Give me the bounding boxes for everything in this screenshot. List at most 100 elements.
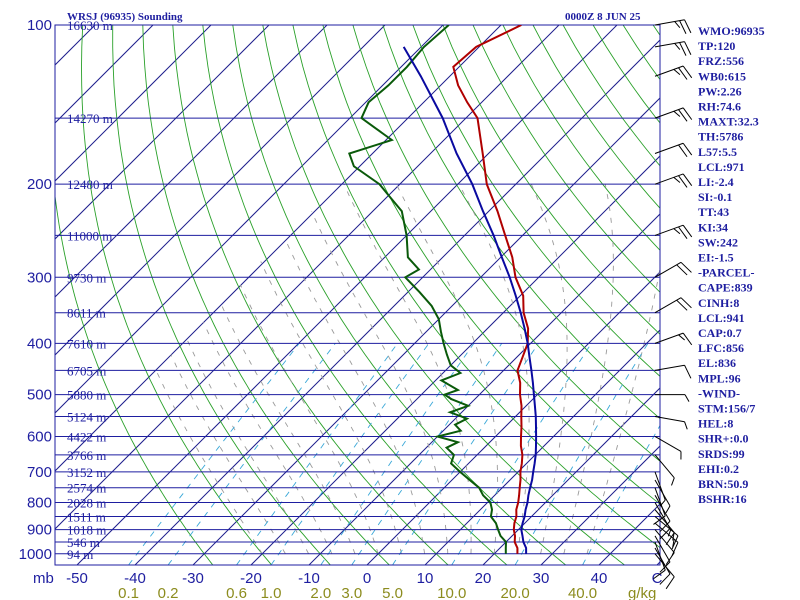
moist-adiabat-line bbox=[260, 261, 402, 554]
index-entry: RH:74.6 bbox=[698, 100, 741, 114]
isobar-lines bbox=[54, 24, 661, 566]
pressure-label: 300 bbox=[27, 269, 52, 286]
height-label: 12480 m bbox=[67, 177, 113, 192]
wind-barb-shaft bbox=[654, 541, 666, 571]
moist-adiabat-line bbox=[458, 183, 530, 554]
moist-adiabat-line bbox=[203, 322, 333, 554]
mixing-ratio-line bbox=[392, 343, 539, 565]
wind-barb bbox=[654, 41, 692, 56]
dry-adiabat-line bbox=[352, 25, 660, 462]
wind-barb-shaft bbox=[654, 535, 671, 563]
wind-barb bbox=[654, 436, 682, 460]
height-label: 8611 m bbox=[67, 306, 106, 321]
wind-barb-flag bbox=[682, 142, 693, 156]
wind-barb-flag bbox=[659, 499, 666, 507]
height-label: 7610 m bbox=[67, 336, 106, 351]
pressure-label: 600 bbox=[27, 428, 52, 445]
wind-barb-flag bbox=[671, 535, 679, 550]
height-label: 1511 m bbox=[67, 509, 106, 524]
wind-barb bbox=[654, 364, 692, 379]
mixing-ratio-line bbox=[514, 343, 649, 565]
dewpoint-trace bbox=[348, 25, 508, 554]
index-entry: WMO:96935 bbox=[698, 24, 765, 38]
wind-barb-flag bbox=[678, 67, 688, 80]
height-label: 1018 m bbox=[67, 523, 106, 538]
index-entry: TP:120 bbox=[698, 39, 735, 53]
plot-frame bbox=[54, 24, 661, 566]
dry-adiabat-line bbox=[502, 25, 660, 251]
temperature-tick-label: -40 bbox=[124, 570, 146, 587]
wind-barb-flag bbox=[674, 43, 681, 50]
wind-barb-flag bbox=[673, 69, 681, 75]
wind-barb-flag bbox=[684, 364, 692, 379]
pressure-label: 400 bbox=[27, 335, 52, 352]
wind-barb-flag bbox=[659, 561, 671, 573]
index-entry: LCL:941 bbox=[698, 311, 745, 325]
wind-barb bbox=[654, 416, 688, 430]
wind-barb-shaft bbox=[654, 436, 682, 452]
pressure-label: 700 bbox=[27, 464, 52, 481]
wind-barb-flag bbox=[678, 109, 688, 122]
wind-barb-flag bbox=[680, 297, 692, 309]
height-label: 9730 m bbox=[67, 270, 106, 285]
wind-barb-flag bbox=[665, 505, 671, 514]
wind-barb-shaft bbox=[654, 107, 684, 119]
wind-barb-flag bbox=[676, 299, 688, 311]
wind-barb bbox=[654, 535, 671, 573]
wind-barb-flag bbox=[682, 107, 693, 120]
mixing-ratio-line bbox=[270, 343, 430, 565]
mixing-ratio-label: 0.2 bbox=[158, 585, 179, 600]
wind-barb-flag bbox=[671, 477, 675, 486]
wind-barb-flag bbox=[659, 520, 671, 533]
wind-barb-shaft bbox=[654, 454, 675, 479]
index-entry: -WIND- bbox=[698, 386, 740, 400]
index-entry: LI:-2.4 bbox=[698, 175, 734, 189]
moist-adiabat-line bbox=[154, 367, 263, 555]
wind-barb-flag bbox=[680, 261, 692, 273]
wind-barb bbox=[654, 142, 693, 158]
wind-barb-shaft bbox=[654, 364, 685, 371]
index-entry: MAXT:32.3 bbox=[698, 115, 759, 129]
index-entry: HEL:8 bbox=[698, 417, 733, 431]
mixing-ratio-line bbox=[451, 343, 592, 565]
height-label: 14270 m bbox=[67, 111, 113, 126]
isotherm-line bbox=[134, 39, 660, 565]
temperature-tick-label: -20 bbox=[240, 570, 262, 587]
mixing-ratio-label: 40.0 bbox=[568, 585, 597, 600]
index-entry: SRDS:99 bbox=[698, 447, 745, 461]
height-label: 94 m bbox=[67, 547, 93, 562]
index-entry: SW:242 bbox=[698, 235, 738, 249]
isotherm-line bbox=[55, 25, 560, 530]
height-label: 11000 m bbox=[67, 228, 112, 243]
wind-barb bbox=[654, 224, 693, 239]
wind-barb bbox=[654, 547, 671, 585]
temperature-tick-label: -30 bbox=[182, 570, 204, 587]
wind-barb-flag bbox=[679, 20, 687, 34]
temperature-tick-label: 10 bbox=[417, 570, 434, 587]
mixing-ratio-label: 0.6 bbox=[226, 585, 247, 600]
wind-barbs bbox=[653, 19, 693, 590]
mixing-ratio-label: 10.0 bbox=[437, 585, 466, 600]
mixing-ratio-line bbox=[351, 343, 503, 565]
index-entry: BSHR:16 bbox=[698, 492, 747, 506]
isotherm-line bbox=[55, 25, 270, 240]
height-label: 5124 m bbox=[67, 410, 106, 425]
index-entry: PW:2.26 bbox=[698, 84, 742, 98]
wind-barb-shaft bbox=[654, 471, 666, 501]
wind-barb-flag bbox=[684, 394, 690, 402]
parcel-trace bbox=[402, 46, 538, 554]
mixing-ratio-line bbox=[236, 343, 398, 565]
wind-barb-flag bbox=[659, 528, 671, 540]
index-entry: KI:34 bbox=[698, 220, 728, 234]
dry-adiabat-line bbox=[472, 25, 660, 293]
index-entry: TH:5786 bbox=[698, 130, 743, 144]
temperature-tick-label: -50 bbox=[66, 570, 88, 587]
wind-barb-flag bbox=[674, 21, 681, 29]
mixing-ratio-label: 1.0 bbox=[261, 585, 282, 600]
wind-barb bbox=[654, 65, 693, 80]
index-entry: SI:-0.1 bbox=[698, 190, 732, 204]
isotherm-line bbox=[424, 329, 660, 565]
index-entry: CINH:8 bbox=[698, 296, 739, 310]
moist-adiabat-line bbox=[170, 354, 286, 555]
